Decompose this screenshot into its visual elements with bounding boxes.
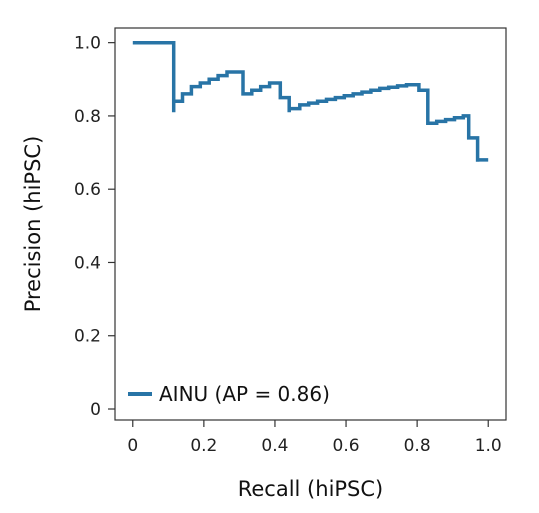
y-axis-title: Precision (hiPSC) [21,136,45,313]
x-tick-label: 0.2 [190,436,217,456]
x-tick-label: 1.0 [475,436,502,456]
x-axis-title: Recall (hiPSC) [238,477,384,501]
x-tick-label: 0 [127,436,138,456]
series-layer [132,40,489,162]
legend: AINU (AP = 0.86) [128,382,330,406]
x-tick-label: 0.4 [261,436,288,456]
y-tick-label: 0.2 [74,327,101,347]
x-tick-label: 0.8 [404,436,431,456]
y-tick-label: 0.8 [74,107,101,127]
x-tick-label: 0.6 [333,436,360,456]
legend-label: AINU (AP = 0.86) [159,382,330,406]
y-tick-label: 1.0 [74,34,101,54]
plot-frame [114,27,507,421]
y-tick-label: 0.4 [74,253,101,273]
y-axis: 0 0.2 0.4 0.6 0.8 1.0 [74,34,115,420]
y-tick-label: 0 [90,400,101,420]
series-line-ainu [132,40,489,162]
x-axis: 0 0.2 0.4 0.6 0.8 1.0 [127,420,502,456]
y-tick-label: 0.6 [74,180,101,200]
